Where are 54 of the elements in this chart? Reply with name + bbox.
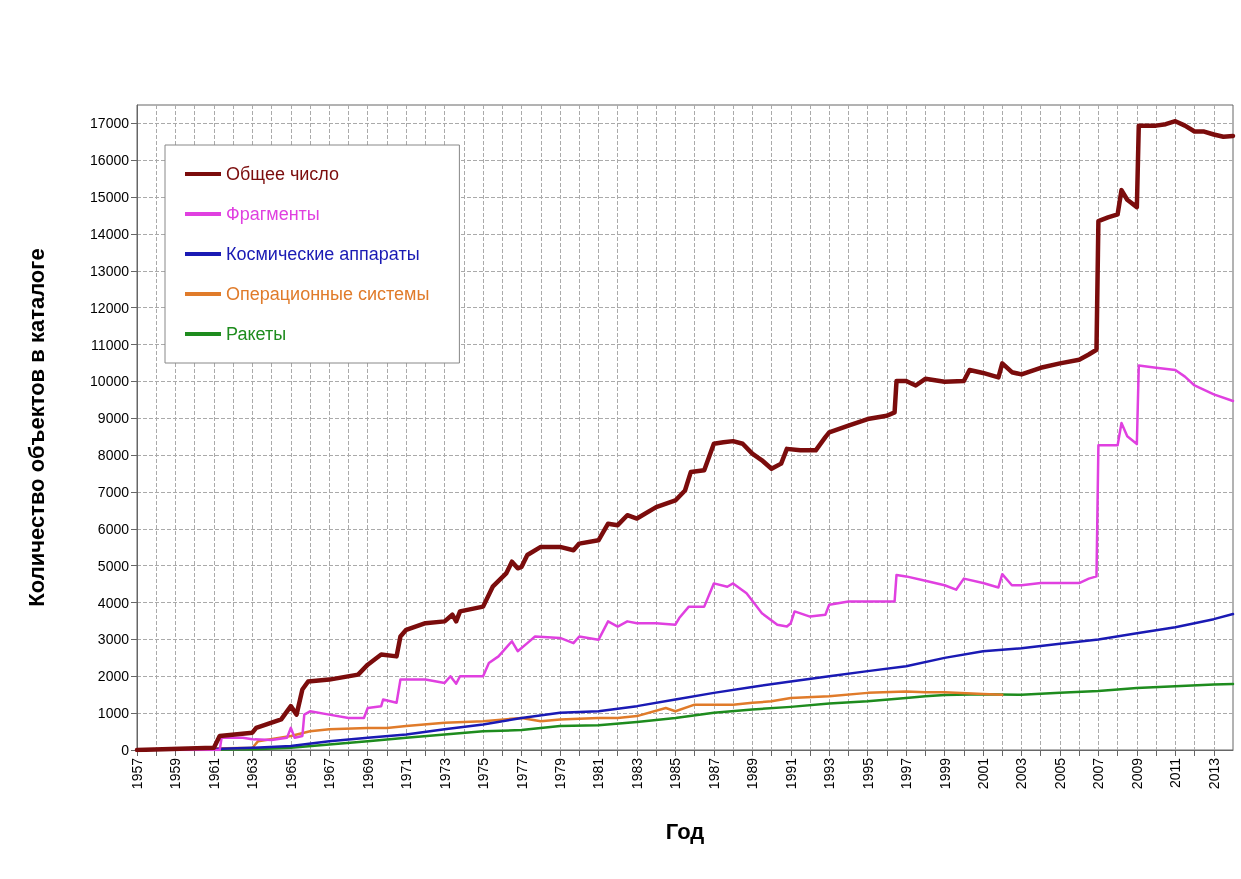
x-tick-label: 1967 — [321, 757, 338, 790]
x-tick-label: 1995 — [859, 757, 876, 790]
x-tick-label: 1963 — [244, 757, 261, 790]
y-tick-label: 8000 — [97, 447, 130, 464]
y-axis-title: Количество объектов в каталоге — [23, 248, 49, 607]
legend-label: Фрагменты — [226, 204, 320, 224]
x-tick-label: 2011 — [1167, 757, 1184, 789]
x-tick-label: 2013 — [1205, 757, 1222, 790]
y-tick-label: 16000 — [90, 152, 130, 169]
x-tick-label: 1981 — [590, 757, 607, 790]
y-tick-label: 7000 — [97, 484, 130, 500]
x-tick-label: 1961 — [205, 757, 222, 790]
x-tick-label: 1997 — [898, 757, 915, 790]
x-tick-label: 1989 — [744, 757, 761, 790]
x-tick-label: 1977 — [513, 757, 530, 790]
x-tick-label: 1969 — [359, 757, 376, 790]
x-tick-label: 2005 — [1051, 757, 1068, 790]
x-tick-label: 1979 — [552, 757, 569, 790]
y-tick-label: 0 — [121, 742, 130, 758]
x-tick-label: 2009 — [1128, 757, 1145, 790]
x-tick-label: 1973 — [436, 757, 453, 790]
x-tick-label: 1991 — [782, 757, 799, 790]
x-tick-label: 1957 — [129, 757, 145, 790]
y-tick-label: 9000 — [97, 410, 130, 427]
x-tick-label: 2007 — [1090, 757, 1107, 790]
y-tick-label: 17000 — [90, 115, 130, 132]
y-tick-label: 14000 — [90, 226, 130, 242]
legend-label: Общее число — [226, 164, 340, 184]
y-tick-label: 2000 — [97, 668, 130, 685]
legend-label: Операционные системы — [226, 284, 430, 304]
y-tick-label: 10000 — [90, 373, 130, 390]
x-tick-label: 2001 — [975, 757, 992, 790]
y-tick-label: 11000 — [91, 336, 130, 353]
y-tick-label: 1000 — [97, 705, 130, 722]
x-tick-label: 1971 — [398, 757, 415, 790]
y-tick-label: 4000 — [97, 594, 130, 611]
y-tick-label: 5000 — [97, 557, 130, 574]
x-tick-label: 1993 — [821, 757, 838, 790]
x-axis-title: Год — [665, 818, 705, 844]
legend-label: Космические аппараты — [226, 244, 420, 264]
x-tick-label: 1975 — [475, 757, 492, 790]
x-tick-label: 1987 — [705, 757, 722, 790]
x-tick-label: 1985 — [667, 757, 684, 790]
x-tick-label: 1965 — [282, 757, 299, 790]
y-tick-label: 3000 — [97, 631, 130, 648]
x-tick-label: 1983 — [628, 757, 645, 790]
x-tick-label: 1959 — [167, 757, 184, 790]
y-tick-label: 12000 — [90, 299, 130, 316]
x-tick-label: 1999 — [936, 757, 953, 790]
legend-label: Ракеты — [226, 324, 287, 344]
y-tick-label: 15000 — [90, 189, 130, 206]
x-tick-label: 2003 — [1013, 757, 1030, 790]
y-tick-label: 6000 — [97, 520, 130, 537]
y-tick-label: 13000 — [90, 262, 130, 279]
